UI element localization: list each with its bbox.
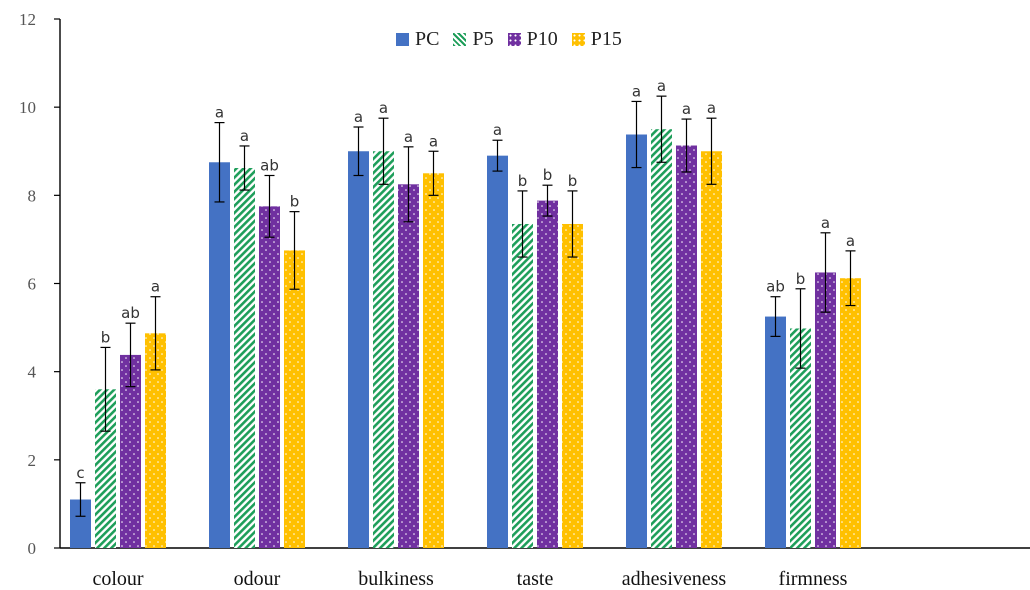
category-label-firmness: firmness <box>779 568 848 590</box>
legend-item-p15: P15 <box>571 28 622 51</box>
bar-p10-bulkiness <box>398 184 419 548</box>
legend-swatch-pc <box>396 33 409 46</box>
bar-pc-bulkiness <box>348 151 369 548</box>
significance-letter: a <box>379 99 388 117</box>
significance-letter: a <box>354 108 363 126</box>
legend-swatch-p15 <box>571 33 585 46</box>
significance-letter: a <box>632 82 641 100</box>
bar-p5-firmness <box>790 328 811 548</box>
significance-letter: a <box>240 127 249 145</box>
category-label-odour: odour <box>234 568 281 590</box>
bar-pc-firmness <box>765 316 786 548</box>
bar-p5-taste <box>512 223 533 549</box>
significance-letter: a <box>404 128 413 146</box>
significance-letter: a <box>493 121 502 139</box>
y-tick-label: 6 <box>28 275 37 294</box>
legend-label-p5: P5 <box>472 28 494 50</box>
significance-letter: b <box>101 328 111 346</box>
significance-letter: ab <box>121 304 140 322</box>
bar-p15-adhesiveness <box>701 151 722 548</box>
bar-p5-bulkiness <box>373 151 394 548</box>
legend-swatch-p10 <box>507 33 521 46</box>
legend-item-p5: P5 <box>453 28 494 51</box>
legend-label-pc: PC <box>415 28 440 50</box>
bar-p10-odour <box>259 206 280 548</box>
bar-p15-odour <box>284 250 305 548</box>
significance-letter: ab <box>260 156 279 174</box>
significance-letter: b <box>796 270 806 288</box>
legend-item-pc: PC <box>396 28 439 51</box>
significance-letter: a <box>215 104 224 122</box>
legend-swatch-p5 <box>453 33 467 46</box>
bar-pc-adhesiveness <box>626 134 647 548</box>
bar-p5-odour <box>234 168 255 549</box>
y-tick-label: 2 <box>28 451 37 470</box>
significance-letter: a <box>429 132 438 150</box>
significance-letter: a <box>657 77 666 95</box>
significance-letter: a <box>846 232 855 250</box>
significance-letter: b <box>518 172 528 190</box>
y-tick-label: 12 <box>19 10 36 29</box>
significance-letter: a <box>682 100 691 118</box>
legend-item-p10: P10 <box>507 28 558 51</box>
category-label-taste: taste <box>517 568 554 590</box>
bar-p15-bulkiness <box>423 173 444 548</box>
bar-p10-taste <box>537 200 558 548</box>
significance-letter: a <box>151 278 160 296</box>
bar-p10-colour <box>120 354 141 548</box>
bar-p15-colour <box>145 333 166 548</box>
category-label-colour: colour <box>92 568 143 590</box>
bar-pc-colour <box>70 499 91 548</box>
y-tick-label: 0 <box>28 539 37 558</box>
legend: PC P5 P10 P15 <box>396 28 622 51</box>
legend-label-p15: P15 <box>590 28 622 50</box>
significance-letter: b <box>568 172 578 190</box>
y-tick-label: 4 <box>28 363 37 382</box>
bar-p5-colour <box>95 389 116 548</box>
significance-letter: b <box>290 193 300 211</box>
bar-p10-firmness <box>815 272 836 548</box>
bar-pc-taste <box>487 155 508 549</box>
bar-p15-firmness <box>840 278 861 548</box>
significance-letter: c <box>76 464 84 482</box>
significance-letter: a <box>821 214 830 232</box>
category-label-bulkiness: bulkiness <box>358 568 434 590</box>
bar-p15-taste <box>562 223 583 549</box>
bar-p5-adhesiveness <box>651 129 672 549</box>
bar-p10-adhesiveness <box>676 145 697 548</box>
significance-letter: ab <box>766 278 785 296</box>
category-label-adhesiveness: adhesiveness <box>622 568 727 590</box>
y-tick-label: 10 <box>19 98 36 117</box>
significance-letter: b <box>543 166 553 184</box>
legend-label-p10: P10 <box>526 28 558 50</box>
significance-letter: a <box>707 99 716 117</box>
y-tick-label: 8 <box>28 186 37 205</box>
bar-pc-odour <box>209 162 230 549</box>
